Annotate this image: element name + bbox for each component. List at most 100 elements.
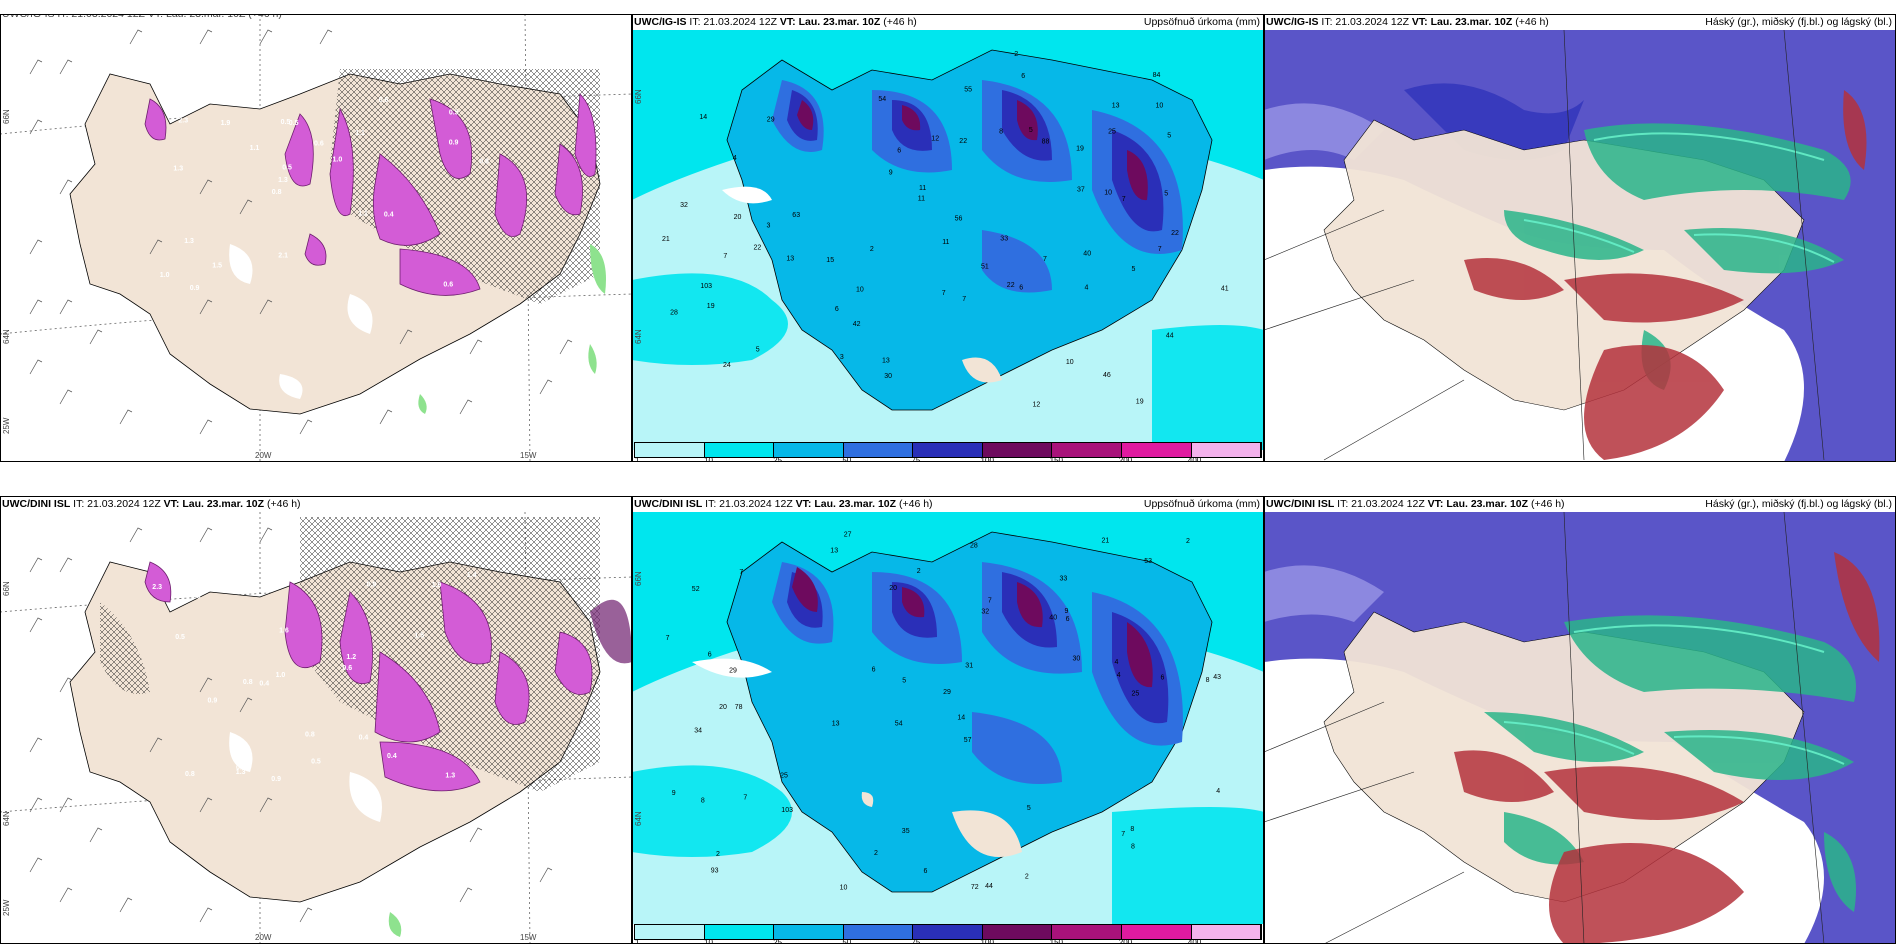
colorbar-segment bbox=[1052, 925, 1122, 939]
map-value-label: 8 bbox=[1130, 826, 1134, 833]
valid-time: VT: Lau. 23.mar. 10Z bbox=[163, 498, 265, 510]
lat-label-64n: 64N bbox=[2, 811, 11, 826]
panel-bottom-left: UWC/DINI ISL IT: 21.03.2024 12Z VT: Lau.… bbox=[0, 496, 632, 944]
map-value-label: 103 bbox=[700, 283, 712, 290]
map-value-label: 0.6 bbox=[443, 281, 453, 288]
map-value-label: 72 bbox=[971, 884, 979, 891]
map-value-label: 5 bbox=[1027, 805, 1031, 812]
map-value-label: 2.1 bbox=[278, 253, 288, 260]
model-name: UWC/DINI ISL bbox=[1266, 498, 1335, 510]
map-value-label: 2 bbox=[917, 568, 921, 575]
map-value-label: 0.8 bbox=[243, 679, 253, 686]
snow-map-bottom: 0.9 1.5 0.6 0.4 0.3 0.6 0.8 1.3 0.7 1.6 1.9 0.5 1.0 0… bbox=[0, 512, 632, 944]
map-value-label: 30 bbox=[884, 373, 892, 380]
map-value-label: 1.3 bbox=[445, 773, 455, 780]
map-value-label: 4 bbox=[1117, 672, 1121, 679]
map-value-label: 2 bbox=[1014, 51, 1018, 58]
map-value-label: 19 bbox=[1076, 145, 1084, 152]
colorbar-segment bbox=[913, 925, 983, 939]
map-value-label: 1.5 bbox=[354, 781, 364, 788]
colorbar-segment bbox=[843, 443, 914, 457]
init-time: IT: 21.03.2024 12Z bbox=[1321, 16, 1409, 28]
map-value-label: 0.4 bbox=[384, 212, 394, 219]
map-value-label: 6 bbox=[897, 148, 901, 155]
map-value-label: 44 bbox=[985, 883, 993, 890]
map-value-label: 88 bbox=[1042, 138, 1050, 145]
map-value-label: 10 bbox=[840, 885, 848, 892]
colorbar-tick-label: 75 bbox=[911, 938, 921, 944]
map-value-label: 43 bbox=[1213, 674, 1221, 681]
map-value-label: 15 bbox=[826, 257, 834, 264]
map-value-label: 0.6 bbox=[314, 141, 324, 148]
map-value-label: 56 bbox=[955, 216, 963, 223]
lat-label-64n: 64N bbox=[2, 329, 11, 344]
map-value-label: 63 bbox=[792, 212, 800, 219]
map-value-label: 0.9 bbox=[271, 776, 281, 783]
panel-top-left: 0.6 1.3 0.5 0.8 1.1 0.9 0.5 0.6 1.3 1.1 1.0 1.5 0.5 1… bbox=[0, 14, 632, 462]
map-value-label: 0.9 bbox=[208, 698, 218, 705]
colorbar-segment bbox=[843, 925, 914, 939]
panel-header: UWC/IG-IS IT: 21.03.2024 12Z VT: Lau. 23… bbox=[2, 14, 282, 20]
map-value-label: 57 bbox=[964, 737, 972, 744]
colorbar-tick-label: 1 bbox=[635, 456, 640, 462]
map-value-label: 8 bbox=[1131, 843, 1135, 850]
map-value-label: 13 bbox=[832, 720, 840, 727]
colorbar-tick-label: 50 bbox=[842, 938, 852, 944]
map-value-label: 5 bbox=[1164, 191, 1168, 198]
map-value-label: 7 bbox=[988, 597, 992, 604]
map-value-label: 54 bbox=[895, 721, 903, 728]
map-value-label: 33 bbox=[1000, 235, 1008, 242]
map-value-label: 5 bbox=[756, 346, 760, 353]
lead-time: (+46 h) bbox=[266, 498, 301, 510]
colorbar-segment bbox=[913, 443, 983, 457]
map-value-label: 1.3 bbox=[173, 166, 183, 173]
map-value-label: 11 bbox=[942, 239, 949, 246]
map-value-label: 7 bbox=[1121, 831, 1125, 838]
map-value-label: 22 bbox=[959, 138, 967, 145]
init-time: IT: 21.03.2024 12Z bbox=[73, 498, 161, 510]
map-value-label: 55 bbox=[964, 86, 972, 93]
map-value-label: 93 bbox=[711, 867, 719, 874]
map-value-label: 12 bbox=[1033, 402, 1041, 409]
colorbar-tick-label: 400 bbox=[1187, 938, 1202, 944]
map-value-label: 6 bbox=[1066, 616, 1070, 623]
map-value-label: 6 bbox=[1161, 674, 1165, 681]
map-value-label: 25 bbox=[1108, 128, 1116, 135]
map-value-label: 27 bbox=[844, 532, 852, 539]
map-value-label: 0.8 bbox=[305, 731, 315, 738]
map-value-label: 0.9 bbox=[449, 140, 459, 147]
panel-title: Uppsöfnuð úrkoma (mm) bbox=[1143, 16, 1260, 28]
map-value-label: 7 bbox=[743, 795, 747, 802]
map-value-label: 1.0 bbox=[333, 156, 343, 163]
panel-title: Uppsöfnuð úrkoma (mm) bbox=[1143, 498, 1260, 510]
map-value-label: 10 bbox=[1156, 102, 1164, 109]
map-value-label: 1.4 bbox=[467, 572, 477, 579]
map-value-label: 1.5 bbox=[414, 633, 424, 640]
colorbar-tick-label: 1 bbox=[635, 938, 640, 944]
map-value-label: 5 bbox=[1132, 266, 1136, 273]
cloud-map-top bbox=[1264, 30, 1896, 462]
map-value-label: 1.6 bbox=[279, 628, 289, 635]
map-value-label: 0.5 bbox=[282, 165, 292, 172]
valid-time: VT: Lau. 23.mar. 10Z bbox=[779, 16, 881, 28]
map-value-label: 25 bbox=[1132, 690, 1140, 697]
map-value-label: 13 bbox=[1112, 103, 1120, 110]
map-value-label: 6 bbox=[1021, 73, 1025, 80]
map-value-label: 0.5 bbox=[289, 120, 299, 127]
lat-label-66n: 66N bbox=[2, 581, 11, 596]
map-value-label: 4 bbox=[733, 155, 737, 162]
colorbar-tick-label: 10 bbox=[704, 456, 714, 462]
map-value-label: 1.9 bbox=[221, 120, 231, 127]
colorbar-tick-label: 400 bbox=[1187, 456, 1202, 462]
map-value-label: 0.7 bbox=[289, 567, 299, 574]
map-value-label: 14 bbox=[957, 715, 965, 722]
map-value-label: 25 bbox=[780, 773, 788, 780]
map-value-label: 21 bbox=[662, 236, 670, 243]
colorbar: 1 10 25 50 75 100 150 200 400 bbox=[634, 924, 1262, 944]
init-time: IT: 21.03.2024 12Z bbox=[1337, 498, 1425, 510]
iceland-landmass bbox=[726, 531, 1213, 893]
map-value-label: 0.8 bbox=[479, 159, 489, 166]
map-value-label: 10 bbox=[1104, 190, 1112, 197]
colorbar-tick-label: 100 bbox=[980, 938, 994, 944]
